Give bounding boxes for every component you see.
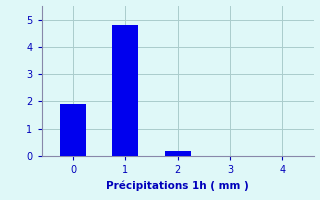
Bar bbox=[164, 151, 191, 156]
Bar bbox=[60, 104, 86, 156]
Bar bbox=[112, 25, 138, 156]
X-axis label: Précipitations 1h ( mm ): Précipitations 1h ( mm ) bbox=[106, 181, 249, 191]
